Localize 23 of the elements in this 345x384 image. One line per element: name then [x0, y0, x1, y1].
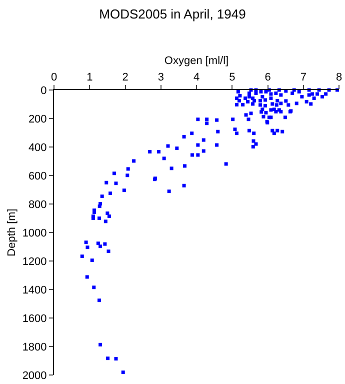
y-tick-label: 1800	[22, 341, 47, 354]
x-tick-label: 7	[300, 72, 306, 84]
x-tick-label: 6	[264, 72, 271, 84]
y-tick-label: 2000	[22, 370, 47, 382]
y-tick-label: 1000	[22, 227, 47, 240]
x-tick-label: 5	[229, 72, 236, 84]
y-tick-label: 1200	[22, 256, 47, 268]
y-tick-label: 200	[28, 113, 47, 126]
x-axis-title: Oxygen [ml/l]	[164, 55, 229, 68]
y-tick-label: 800	[28, 198, 47, 211]
y-tick-label: 600	[28, 170, 47, 182]
y-tick-label: 0	[40, 84, 47, 97]
x-tick-label: 0	[50, 72, 58, 84]
y-tick-label: 400	[28, 142, 47, 154]
chart-title: MODS2005 in April, 1949	[99, 6, 246, 22]
x-tick-label: 2	[122, 72, 128, 84]
x-tick-label: 4	[193, 72, 200, 84]
y-tick-label: 1600	[22, 312, 47, 325]
x-tick-label: 8	[336, 72, 342, 84]
y-tick-label: 1400	[22, 284, 47, 296]
y-axis-title: Depth [m]	[6, 208, 18, 256]
x-tick-label: 3	[158, 72, 164, 84]
x-tick-label: 1	[86, 72, 93, 84]
